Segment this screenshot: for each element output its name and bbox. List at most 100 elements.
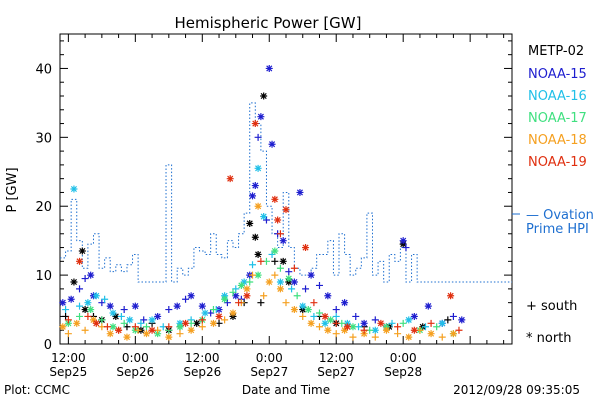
south-marker-point — [271, 271, 279, 279]
chart-title: Hemispheric Power [GW] — [175, 14, 362, 32]
north-marker-point — [458, 316, 466, 324]
north-marker-point — [257, 113, 265, 121]
south-marker-point — [117, 312, 125, 320]
north-marker-point — [76, 257, 84, 265]
north-marker-point — [70, 185, 78, 193]
south-marker-point — [438, 333, 446, 341]
south-marker-point — [422, 323, 430, 331]
north-marker-point — [87, 306, 95, 314]
north-marker-point — [290, 278, 298, 286]
y-tick-label: 40 — [35, 62, 52, 77]
north-marker-point — [360, 319, 368, 327]
south-marker-point — [315, 309, 323, 317]
legend-ovation-line-1: — Ovation — [526, 208, 594, 223]
south-marker-point — [315, 281, 323, 289]
north-marker-point — [254, 250, 262, 258]
north-marker-point — [405, 333, 413, 341]
north-marker-point — [254, 202, 262, 210]
north-marker-point — [377, 319, 385, 327]
north-marker-point — [115, 326, 123, 334]
legend-entry-metp-02: METP-02 — [528, 44, 584, 59]
south-marker-point — [332, 330, 340, 338]
south-marker-point — [302, 285, 310, 293]
north-marker-point — [215, 312, 223, 320]
north-marker-point — [438, 319, 446, 327]
north-marker-point — [78, 247, 86, 255]
x-tick-time-label: 0:00 — [122, 351, 149, 365]
north-marker-point — [221, 295, 229, 303]
y-tick-label: 30 — [35, 131, 52, 146]
north-marker-point — [327, 316, 335, 324]
south-marker-point — [198, 316, 206, 324]
north-marker-point — [243, 292, 251, 300]
x-tick-time-label: 12:00 — [319, 351, 354, 365]
north-marker-point — [87, 271, 95, 279]
north-marker-point — [410, 326, 418, 334]
north-marker-point — [59, 299, 67, 307]
north-marker-point — [265, 278, 273, 286]
south-marker-point — [81, 275, 89, 283]
north-marker-point — [182, 319, 190, 327]
south-marker-point — [198, 323, 206, 331]
north-marker-point — [307, 319, 315, 327]
x-tick-date-label: Sep28 — [384, 365, 422, 379]
x-tick-time-label: 12:00 — [185, 351, 220, 365]
north-marker-point — [112, 312, 120, 320]
south-marker-point — [235, 299, 243, 307]
north-marker-point — [187, 292, 195, 300]
north-marker-point — [265, 64, 273, 72]
north-marker-point — [106, 330, 114, 338]
north-marker-point — [254, 271, 262, 279]
legend-entry-noaa-15: NOAA-15 — [528, 67, 587, 82]
north-marker-point — [341, 326, 349, 334]
north-marker-point — [299, 302, 307, 310]
south-marker-point — [293, 292, 301, 300]
south-marker-point — [101, 295, 109, 303]
north-marker-point — [201, 309, 209, 317]
south-marker-point — [276, 264, 284, 272]
north-marker-point — [268, 140, 276, 148]
north-marker-point — [67, 295, 75, 303]
south-marker-point — [137, 319, 145, 327]
north-marker-point — [341, 299, 349, 307]
north-marker-point — [154, 312, 162, 320]
south-marker-point — [394, 330, 402, 338]
footer-timestamp: 2012/09/28 09:35:05 — [453, 383, 580, 397]
south-marker-point — [388, 319, 396, 327]
north-marker-point — [106, 302, 114, 310]
north-marker-point — [73, 319, 81, 327]
south-marker-point — [332, 319, 340, 327]
north-marker-point — [176, 323, 184, 331]
north-marker-point — [324, 292, 332, 300]
north-marker-point — [349, 323, 357, 331]
x-tick-time-label: 0:00 — [256, 351, 283, 365]
south-marker-point — [98, 316, 106, 324]
south-marker-point — [76, 312, 84, 320]
south-marker-point — [299, 312, 307, 320]
north-marker-point — [279, 257, 287, 265]
south-marker-point — [349, 333, 357, 341]
south-marker-point — [260, 292, 268, 300]
x-tick-date-label: Sep26 — [116, 365, 154, 379]
south-marker-point — [76, 285, 84, 293]
x-tick-time-label: 0:00 — [390, 351, 417, 365]
legend-entry-noaa-16: NOAA-16 — [528, 89, 587, 104]
north-marker-point — [165, 333, 173, 341]
south-marker-point — [254, 133, 262, 141]
north-marker-point — [70, 278, 78, 286]
south-marker-point — [360, 326, 368, 334]
north-marker-point — [226, 175, 234, 183]
series-noaa-16 — [62, 164, 446, 334]
south-marker-point — [310, 312, 318, 320]
south-marker-point — [394, 323, 402, 331]
y-tick-label: 0 — [44, 338, 52, 353]
south-marker-point — [165, 306, 173, 314]
x-tick-date-label: Sep27 — [317, 365, 355, 379]
north-marker-point — [148, 316, 156, 324]
north-marker-point — [279, 237, 287, 245]
south-marker-point — [209, 306, 217, 314]
north-marker-point — [173, 302, 181, 310]
north-marker-point — [131, 302, 139, 310]
y-tick-label: 20 — [35, 200, 52, 215]
